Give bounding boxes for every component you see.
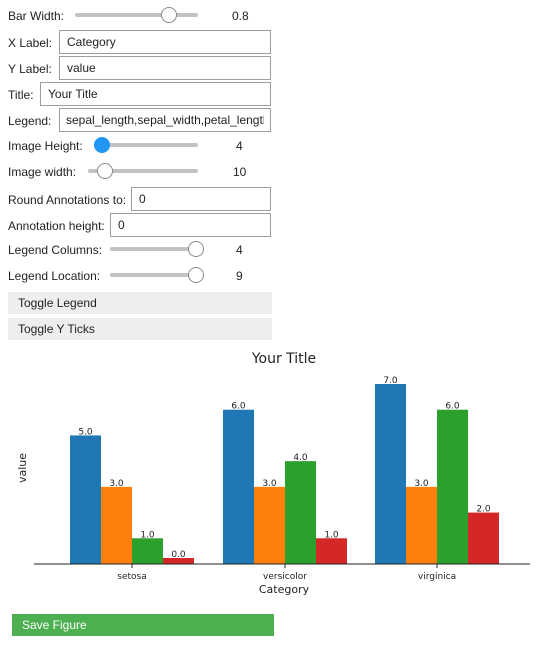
x-label-label: X Label: <box>8 36 53 50</box>
image-width-label: Image width: <box>8 165 77 179</box>
legend-row: Legend: <box>0 108 556 134</box>
bar-value-label: 7.0 <box>383 376 398 386</box>
toggle-legend-button[interactable]: Toggle Legend <box>8 292 272 314</box>
legend-location-slider[interactable] <box>110 267 204 283</box>
annotation-height-label: Annotation height: <box>8 219 105 233</box>
bar-value-label: 3.0 <box>109 479 124 489</box>
slider-track <box>110 247 204 251</box>
image-width-slider[interactable] <box>88 163 198 179</box>
bar-value-label: 3.0 <box>414 479 429 489</box>
x-axis-label: Category <box>259 583 310 596</box>
bar-value-label: 1.0 <box>140 530 155 540</box>
bar-setosa-series-2 <box>101 486 132 564</box>
legend-location-value: 9 <box>236 269 243 283</box>
bar-width-value: 0.8 <box>232 9 249 23</box>
slider-track <box>88 169 198 173</box>
annotation-height-input[interactable] <box>110 213 271 237</box>
bar-setosa-series-3 <box>132 538 163 564</box>
image-width-value: 10 <box>233 165 247 179</box>
save-figure-button[interactable]: Save Figure <box>12 614 274 636</box>
title-row: Title: <box>0 82 556 108</box>
y-label-row: Y Label: <box>0 56 556 82</box>
bar-virginica-series-2 <box>406 486 437 564</box>
legend-label: Legend: <box>8 114 52 128</box>
bar-value-label: 0.0 <box>171 550 186 560</box>
x-label-input[interactable] <box>59 30 271 54</box>
slider-handle[interactable] <box>188 267 204 283</box>
bar-width-row: Bar Width: 0.8 <box>0 4 556 30</box>
bar-chart: Your Title 5.0 3.0 1.0 0.0 6.0 3.0 4.0 1.0 7.0 3.… <box>16 351 530 596</box>
legend-columns-label: Legend Columns: <box>8 243 103 257</box>
toggle-y-ticks-button[interactable]: Toggle Y Ticks <box>8 318 272 340</box>
bar-versicolor-series-3 <box>285 461 316 564</box>
slider-track <box>75 13 198 17</box>
bar-value-label: 6.0 <box>231 402 246 412</box>
slider-track <box>110 273 204 277</box>
image-height-value: 4 <box>236 139 243 153</box>
image-height-label: Image Height: <box>8 139 83 153</box>
bar-value-label: 3.0 <box>262 479 277 489</box>
bar-width-slider[interactable] <box>75 7 198 23</box>
x-tick-label-setosa: setosa <box>117 572 146 582</box>
bar-virginica-series-4 <box>468 512 499 564</box>
round-annotations-input[interactable] <box>131 187 271 211</box>
legend-columns-row: Legend Columns: 4 <box>0 238 556 264</box>
image-height-row: Image Height: 4 <box>0 134 556 160</box>
slider-track <box>94 143 198 147</box>
bar-virginica-series-1 <box>375 384 406 564</box>
bar-versicolor-series-1 <box>223 409 254 564</box>
bar-setosa-series-4 <box>163 558 194 564</box>
x-tick-label-virginica: virginica <box>418 572 456 582</box>
legend-location-row: Legend Location: 9 <box>0 264 556 290</box>
x-label-row: X Label: <box>0 30 556 56</box>
slider-handle[interactable] <box>188 241 204 257</box>
round-annotations-label: Round Annotations to: <box>8 193 127 207</box>
title-input[interactable] <box>40 82 271 106</box>
legend-location-label: Legend Location: <box>8 269 101 283</box>
y-axis-label: value <box>16 453 29 483</box>
round-annotations-row: Round Annotations to: <box>0 187 556 213</box>
bar-value-label: 6.0 <box>445 402 460 412</box>
bar-width-label: Bar Width: <box>8 9 65 23</box>
slider-handle[interactable] <box>97 163 114 179</box>
legend-input[interactable] <box>59 108 271 132</box>
bar-setosa-series-1 <box>70 435 101 564</box>
bar-versicolor-series-2 <box>254 486 285 564</box>
bar-versicolor-series-4 <box>316 538 347 564</box>
title-label: Title: <box>8 88 34 102</box>
bar-value-label: 4.0 <box>293 453 308 463</box>
image-width-row: Image width: 10 <box>0 160 556 186</box>
bar-value-label: 1.0 <box>324 530 339 540</box>
bar-value-label: 2.0 <box>476 505 491 515</box>
bar-virginica-series-3 <box>437 409 468 564</box>
legend-columns-value: 4 <box>236 243 243 257</box>
image-height-slider[interactable] <box>94 137 198 153</box>
legend-columns-slider[interactable] <box>110 241 204 257</box>
annotation-height-row: Annotation height: <box>0 213 556 239</box>
x-tick-label-versicolor: versicolor <box>263 572 307 582</box>
bar-value-label: 5.0 <box>78 427 93 437</box>
slider-handle[interactable] <box>94 137 110 153</box>
chart-title: Your Title <box>251 351 316 367</box>
slider-handle[interactable] <box>160 7 177 23</box>
y-label-label: Y Label: <box>8 62 52 76</box>
y-label-input[interactable] <box>59 56 271 80</box>
